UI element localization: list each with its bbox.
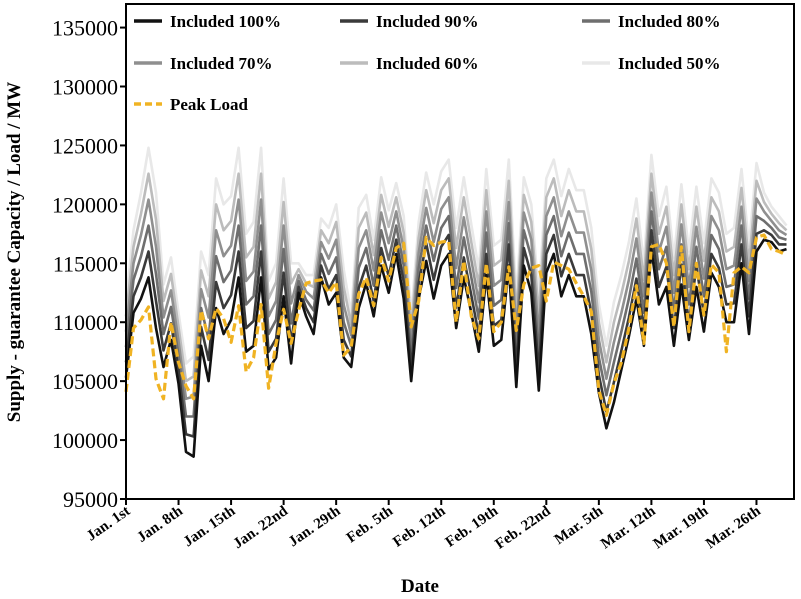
series-line-included-70 <box>124 191 788 401</box>
legend-item: Peak Load <box>134 95 248 114</box>
series-line-included-100 <box>124 238 787 458</box>
legend-item: Included 80% <box>582 12 721 31</box>
x-axis-title: Date <box>401 576 439 597</box>
y-tick-label: 125000 <box>52 133 118 158</box>
legend-item: Included 60% <box>340 54 479 73</box>
legend-label: Included 90% <box>376 12 479 31</box>
x-tick-label: Feb. 12th <box>390 503 449 551</box>
x-tick-label: Jan. 8th <box>134 503 186 546</box>
legend-label: Included 70% <box>170 54 273 73</box>
series-line-included-60 <box>124 172 788 383</box>
y-tick-label: 120000 <box>52 192 118 217</box>
legend-label: Included 50% <box>618 54 721 73</box>
y-tick-label: 95000 <box>63 487 118 512</box>
plot-frame <box>125 3 795 500</box>
legend: Included 100% Included 90% Included 80% Inc… <box>134 12 721 114</box>
y-tick-label: 135000 <box>52 16 118 41</box>
y-tick-label: 130000 <box>52 75 118 100</box>
y-tick-label: 105000 <box>52 369 118 394</box>
x-tick-label: Feb. 22nd <box>493 503 555 553</box>
x-tick-label: Jan. 22nd <box>231 503 292 552</box>
x-tick-label: Feb. 5th <box>344 503 397 547</box>
x-tick-label: Mar. 26th <box>703 503 764 552</box>
series-line-included-80 <box>124 210 787 418</box>
y-axis-ticks: 95000 100000 105000 110000 115000 120000 12500… <box>52 16 126 512</box>
x-tick-label: Mar. 19th <box>651 503 712 552</box>
x-tick-label: Jan. 29th <box>286 503 344 550</box>
series-line-included-50 <box>124 146 788 365</box>
y-axis-title: Supply - guarantee Capacity / Load / MW <box>4 82 25 422</box>
legend-label: Included 100% <box>170 12 281 31</box>
series-line-peak-load <box>124 233 788 417</box>
legend-label: Peak Load <box>170 95 248 114</box>
legend-item: Included 50% <box>582 54 721 73</box>
series-lines <box>124 146 788 458</box>
legend-item: Included 100% <box>134 12 281 31</box>
y-tick-label: 100000 <box>52 428 118 453</box>
x-tick-label: Jan. 15th <box>181 503 239 550</box>
legend-item: Included 70% <box>134 54 273 73</box>
legend-label: Included 60% <box>376 54 479 73</box>
x-tick-label: Feb. 19th <box>443 503 502 551</box>
y-tick-label: 110000 <box>53 310 118 335</box>
legend-label: Included 80% <box>618 12 721 31</box>
x-tick-label: Mar. 12th <box>598 503 659 552</box>
y-tick-label: 115000 <box>53 251 118 276</box>
legend-item: Included 90% <box>340 12 479 31</box>
